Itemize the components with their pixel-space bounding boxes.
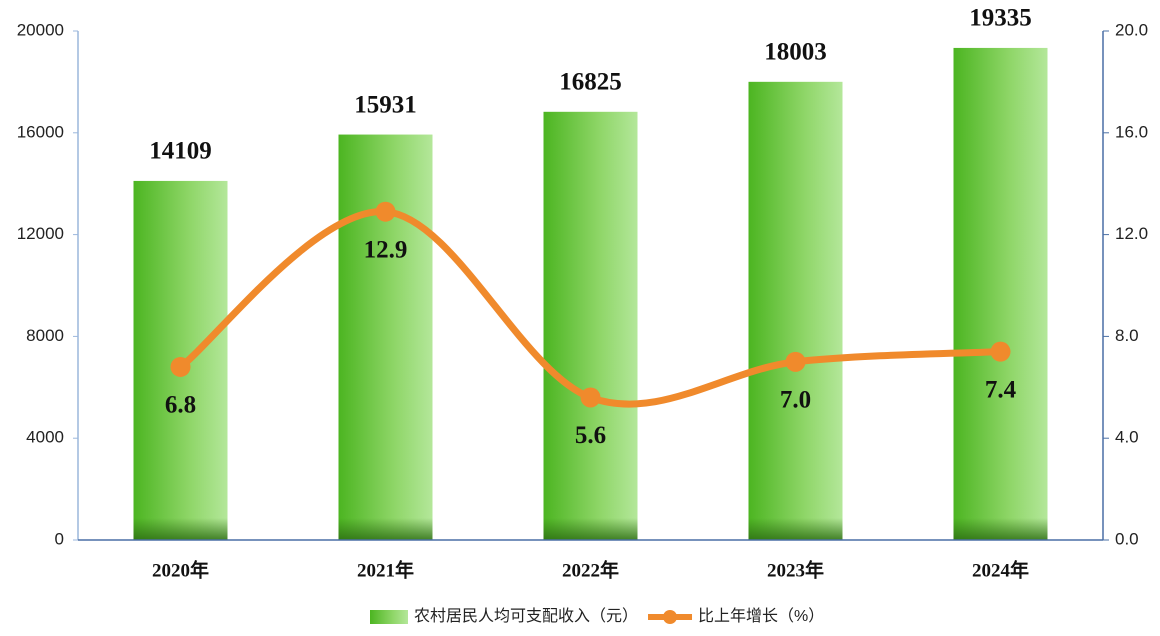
- bar: [338, 134, 433, 541]
- line-point: [580, 387, 601, 408]
- bar-shade: [748, 518, 843, 540]
- value-label: 7.4: [985, 376, 1017, 403]
- line-point: [785, 351, 806, 372]
- line: [177, 208, 1004, 408]
- legend-swatch: [663, 610, 678, 624]
- value-label: 14109: [149, 138, 212, 165]
- value-label: 6.8: [165, 392, 196, 419]
- value-label: 19335: [969, 5, 1032, 32]
- y-tick-label: 8000: [26, 326, 64, 345]
- x-tick-label: 2023年: [767, 558, 824, 581]
- y-tick-label: 4000: [26, 428, 64, 447]
- legend-label: 比上年增长（%）: [698, 607, 824, 625]
- bar-shade: [338, 518, 433, 540]
- line-point: [375, 201, 396, 222]
- value-label: 18003: [764, 39, 827, 66]
- y2-tick-label: 4.0: [1115, 428, 1139, 447]
- y2-tick-label: 16.0: [1115, 122, 1148, 141]
- y-tick-label: 12000: [17, 224, 64, 243]
- value-label: 7.0: [780, 387, 811, 414]
- line-point: [990, 341, 1011, 362]
- y-tick-label: 0: [55, 529, 64, 548]
- y2-tick-label: 8.0: [1115, 326, 1139, 345]
- bar: [953, 47, 1048, 540]
- x-tick-label: 2022年: [562, 558, 619, 581]
- bar-shade: [133, 518, 228, 540]
- line-point: [170, 356, 191, 377]
- legend-label: 农村居民人均可支配收入（元）: [414, 607, 638, 625]
- bar: [748, 81, 843, 541]
- x-tick-label: 2021年: [357, 558, 414, 581]
- y2-tick-label: 0.0: [1115, 529, 1139, 548]
- value-label: 5.6: [575, 422, 606, 449]
- bar-shade: [953, 518, 1048, 540]
- value-label: 15931: [354, 91, 417, 118]
- x-tick-label: 2024年: [972, 558, 1029, 581]
- y2-tick-label: 20.0: [1115, 20, 1148, 39]
- y-tick-label: 20000: [17, 20, 64, 39]
- bar-shade: [543, 518, 638, 540]
- x-tick-label: 2020年: [152, 558, 209, 581]
- legend-swatch: [370, 610, 408, 624]
- bar: [543, 111, 638, 541]
- value-label: 12.9: [364, 236, 408, 263]
- y-tick-label: 16000: [17, 122, 64, 141]
- y2-tick-label: 12.0: [1115, 224, 1148, 243]
- value-label: 16825: [559, 69, 622, 96]
